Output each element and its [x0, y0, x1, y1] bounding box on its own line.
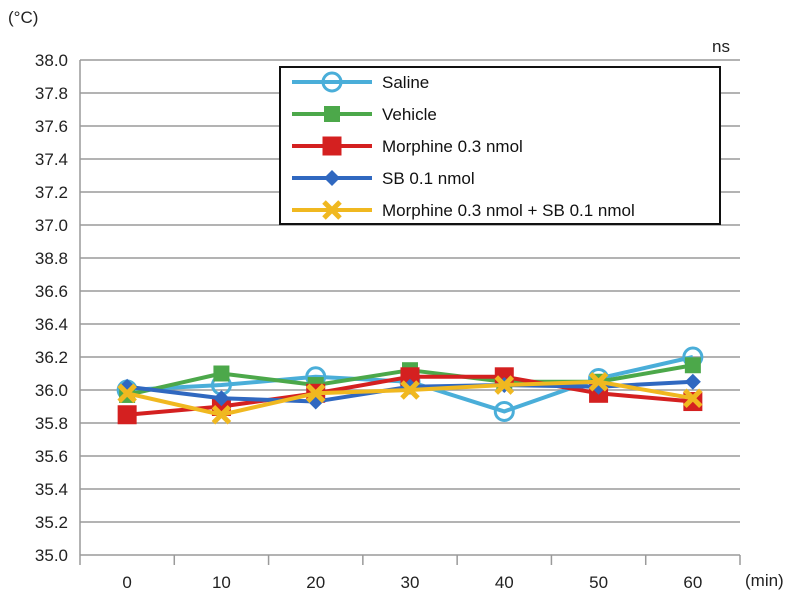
data-point [117, 383, 137, 404]
x-tick-label: 30 [401, 573, 420, 592]
legend-swatch-marker [324, 170, 340, 186]
data-point [117, 405, 137, 425]
significance-annotation: ns [712, 37, 730, 56]
y-tick-label: 37.2 [35, 183, 68, 202]
y-tick-label: 37.8 [35, 84, 68, 103]
data-point [588, 371, 609, 392]
data-point [213, 365, 230, 382]
y-tick-label: 35.8 [35, 414, 68, 433]
legend-entry: Morphine 0.3 nmol + SB 0.1 nmol [292, 200, 635, 220]
y-tick-label: 36.0 [35, 381, 68, 400]
x-tick-label: 10 [212, 573, 231, 592]
x-axis-tick-labels: 0 10 20 30 40 50 60 [122, 573, 702, 592]
x-axis-ticks [79, 555, 741, 565]
legend-entry: Morphine 0.3 nmol [292, 136, 523, 156]
data-point [683, 388, 703, 409]
y-tick-label: 38.0 [35, 51, 68, 70]
legend-label: Vehicle [382, 105, 437, 124]
y-tick-label: 38.8 [35, 249, 68, 268]
y-tick-label: 35.6 [35, 447, 68, 466]
series-4 [117, 371, 703, 425]
data-point [684, 357, 701, 374]
y-tick-label: 37.0 [35, 216, 68, 235]
y-tick-label: 35.2 [35, 513, 68, 532]
x-tick-label: 60 [683, 573, 702, 592]
data-point [494, 375, 515, 395]
data-point [400, 380, 420, 400]
data-point [493, 400, 515, 422]
data-series [116, 346, 704, 425]
x-tick-label: 0 [122, 573, 131, 592]
y-tick-label: 37.4 [35, 150, 68, 169]
legend: Saline Vehicle Morphine 0.3 nmol SB 0.1 nmo… [279, 66, 721, 225]
data-point [211, 404, 232, 425]
x-tick-label: 20 [306, 573, 325, 592]
legend-swatch-marker [322, 136, 342, 156]
legend-label: Morphine 0.3 nmol + SB 0.1 nmol [382, 201, 635, 220]
y-tick-label: 36.2 [35, 348, 68, 367]
legend-entry: Saline [292, 71, 429, 93]
y-axis-unit: (°C) [8, 8, 38, 27]
y-tick-label: 36.4 [35, 315, 68, 334]
legend-entry: SB 0.1 nmol [292, 169, 475, 188]
x-tick-label: 50 [589, 573, 608, 592]
legend-label: Morphine 0.3 nmol [382, 137, 523, 156]
data-point [305, 383, 326, 404]
x-axis-unit: (min) [745, 571, 784, 590]
y-tick-label: 37.6 [35, 117, 68, 136]
legend-entry: Vehicle [292, 105, 437, 124]
y-tick-label: 36.6 [35, 282, 68, 301]
x-tick-label: 40 [495, 573, 514, 592]
legend-label: SB 0.1 nmol [382, 169, 475, 188]
y-tick-label: 35.0 [35, 546, 68, 565]
legend-swatch-marker [324, 106, 340, 122]
y-axis-tick-labels: 35.0 35.2 35.4 35.6 35.8 36.0 36.2 36.4 36.6 38.8… [35, 51, 68, 565]
y-tick-label: 35.4 [35, 480, 68, 499]
data-point [213, 390, 230, 407]
data-point [684, 373, 701, 390]
legend-swatch-marker [322, 200, 342, 220]
legend-swatch-marker [321, 71, 343, 93]
legend-label: Saline [382, 73, 429, 92]
